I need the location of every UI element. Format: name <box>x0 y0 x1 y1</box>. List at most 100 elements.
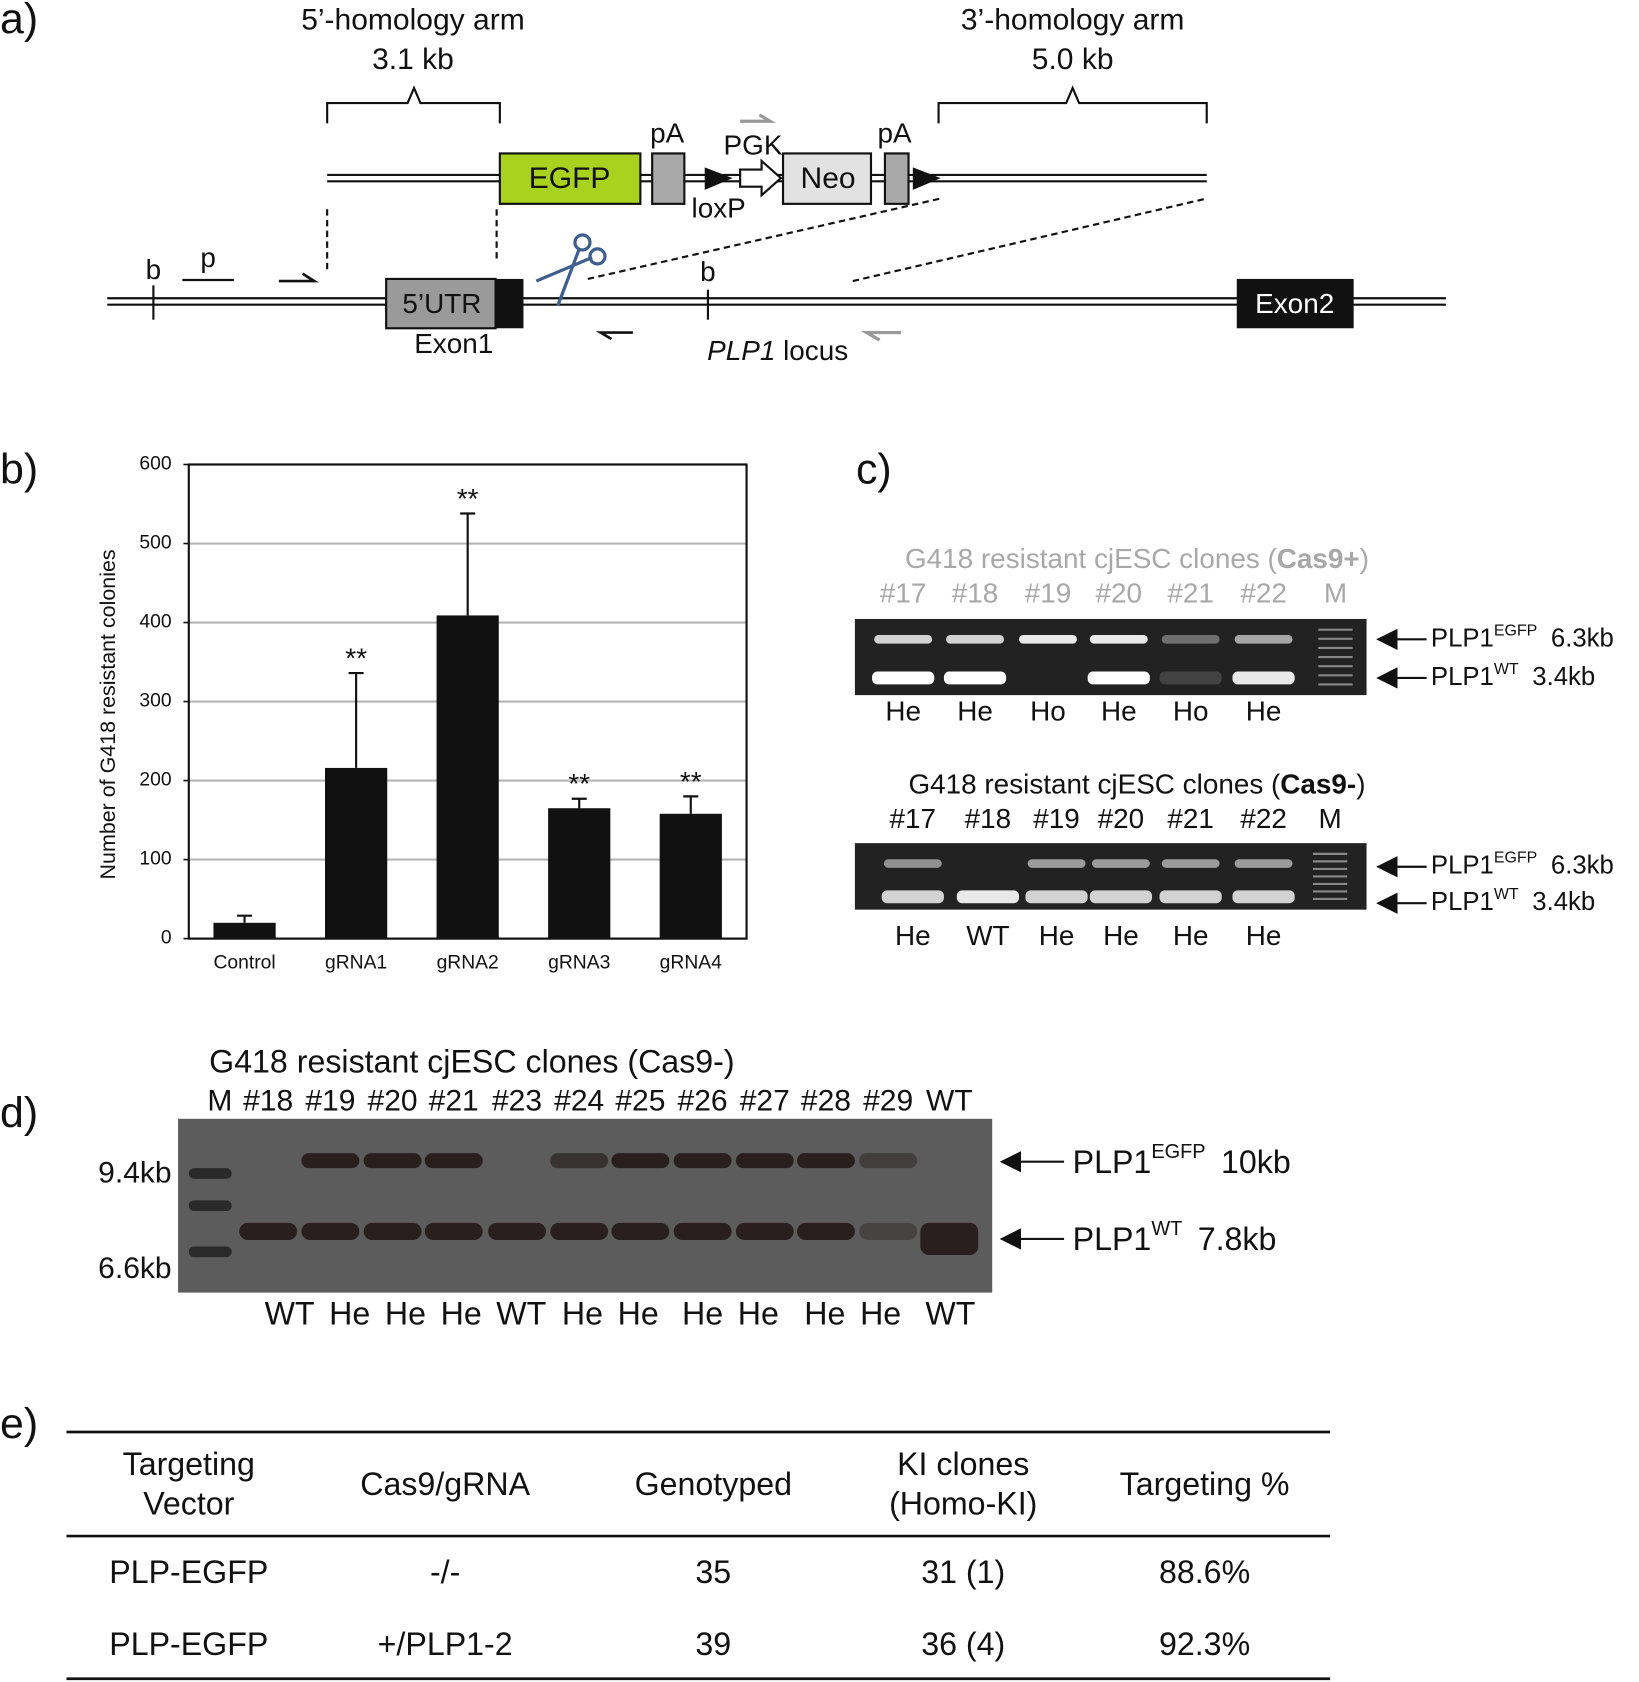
genotype: He <box>860 1296 901 1332</box>
genotype: He <box>957 696 993 727</box>
y-tick-label: 500 <box>139 533 171 554</box>
bar <box>213 922 276 939</box>
primer <box>278 272 319 283</box>
gel-band <box>1019 635 1077 644</box>
blade <box>535 255 593 283</box>
exon1-coding <box>495 278 524 329</box>
gene: PLP1 <box>1073 1221 1152 1257</box>
strain: Cas9+ <box>1277 543 1360 574</box>
lane-label: #21 <box>429 1085 479 1118</box>
blade <box>556 248 581 307</box>
utr-box <box>385 277 497 330</box>
blot-band <box>301 1153 360 1169</box>
space <box>1544 624 1551 652</box>
marker-label: 6.6kb <box>98 1252 171 1285</box>
pa-box <box>651 152 686 205</box>
x-tick-label: gRNA3 <box>548 952 610 973</box>
gel-band <box>874 635 933 644</box>
ladder-band <box>188 1200 232 1212</box>
y-axis-label: Number of G418 resistant colonies <box>96 549 120 879</box>
plot-frame <box>187 463 748 940</box>
loxp-label: loxP <box>692 193 746 224</box>
table-header: Vector <box>143 1486 234 1522</box>
table-cell: 36 (4) <box>921 1626 1005 1662</box>
band-label: PLP1EGFP 10kb <box>1073 1141 1291 1179</box>
pgk-label: PGK <box>724 129 783 160</box>
scissors <box>535 233 607 307</box>
loxp-triangle <box>704 167 733 190</box>
title-text: ) <box>1360 543 1369 574</box>
brace <box>937 85 1208 124</box>
locus-label: PLP1 locus <box>707 335 848 366</box>
allele: WT <box>1151 1218 1182 1240</box>
lane-label: M <box>207 1085 232 1118</box>
pa-box <box>883 152 910 205</box>
blot-band <box>859 1153 918 1169</box>
table-cell: PLP-EGFP <box>109 1626 268 1662</box>
arm-size: 5.0 kb <box>1032 43 1114 76</box>
bar <box>659 813 722 939</box>
blot-band <box>611 1153 670 1169</box>
panel-label: b) <box>0 445 38 493</box>
lane-label: #28 <box>801 1085 851 1118</box>
genotype: WT <box>265 1296 315 1332</box>
table-header: Targeting <box>123 1446 255 1482</box>
blot-band <box>673 1153 732 1169</box>
allele: EGFP <box>1494 849 1537 866</box>
loxp-triangle <box>912 167 941 190</box>
blot-band <box>363 1222 422 1241</box>
size: 6.3kb <box>1551 852 1614 880</box>
lane-label: #26 <box>678 1085 728 1118</box>
allele: EGFP <box>1151 1141 1205 1163</box>
y-tick-label: 100 <box>139 849 171 870</box>
band-label: PLP1EGFP 6.3kb <box>1431 849 1614 879</box>
y-tick-label: 300 <box>139 691 171 712</box>
space <box>1212 1143 1221 1179</box>
blot-band <box>363 1153 422 1169</box>
neo-label: Neo <box>801 162 856 195</box>
band-label: PLP1EGFP 6.3kb <box>1431 622 1614 652</box>
size: 3.4kb <box>1532 663 1595 691</box>
genotype: He <box>1246 696 1282 727</box>
significance: ** <box>568 768 590 799</box>
strain: Cas9- <box>1280 769 1356 800</box>
table-header: Targeting % <box>1120 1466 1290 1502</box>
y-tick-label: 400 <box>139 612 171 633</box>
blot-band <box>239 1222 298 1241</box>
lane-label: M <box>1324 578 1347 609</box>
exon-label: Exon2 <box>1255 288 1334 319</box>
gel-band <box>1232 671 1295 685</box>
genotype: He <box>618 1296 659 1332</box>
band-label: PLP1WT 3.4kb <box>1431 886 1595 916</box>
gel-title: G418 resistant cjESC clones (Cas9-) <box>908 769 1365 800</box>
genotype: He <box>385 1296 426 1332</box>
lane-label: #27 <box>740 1085 790 1118</box>
gel-title: G418 resistant cjESC clones (Cas9+) <box>905 543 1369 574</box>
lane-label: #17 <box>880 578 927 609</box>
table-cell: PLP-EGFP <box>109 1554 268 1590</box>
utr-label: 5’UTR <box>402 288 481 319</box>
allele: WT <box>1494 886 1519 903</box>
x-tick-label: Control <box>213 952 275 973</box>
pa-label: pA <box>878 118 913 149</box>
panel-label: a) <box>0 0 38 43</box>
dash <box>587 197 941 280</box>
gel-band <box>1025 890 1088 904</box>
blot-band <box>301 1222 360 1241</box>
lane-label: #20 <box>1098 803 1145 834</box>
primer <box>595 331 633 341</box>
lane-label: #18 <box>965 803 1012 834</box>
lane-label: #20 <box>368 1085 418 1118</box>
significance: ** <box>345 643 367 674</box>
lane-label: #22 <box>1240 578 1287 609</box>
site-label: b <box>700 256 716 287</box>
gel-band <box>883 859 942 868</box>
gel-band <box>872 671 935 685</box>
ladder-band <box>188 1168 232 1179</box>
table-header: (Homo-KI) <box>889 1486 1037 1522</box>
table-cell: 88.6% <box>1159 1554 1250 1590</box>
bar <box>436 615 499 939</box>
genotype: He <box>1103 920 1139 951</box>
site-label: b <box>146 254 162 285</box>
lane-label: WT <box>926 1085 973 1118</box>
